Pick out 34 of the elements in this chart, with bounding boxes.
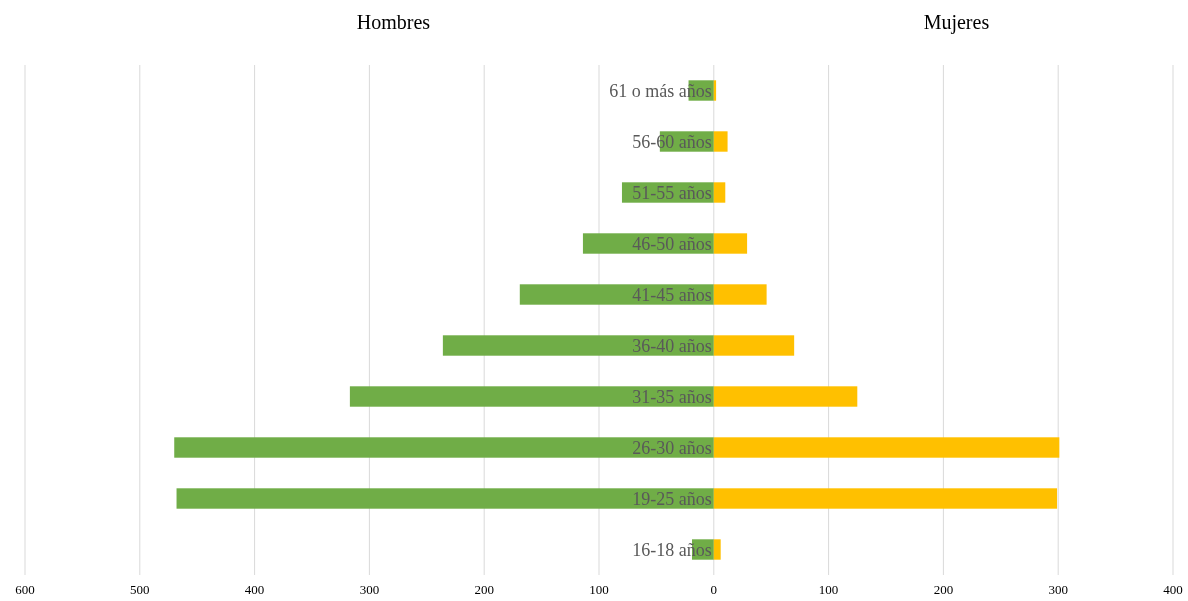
text: Mujeres [923,11,990,34]
y-tick-label: 26-30 años [632,437,712,458]
bar [713,335,795,356]
x-tick-label: 600 [15,582,35,597]
y-tick-label: 19-25 años [632,488,712,509]
bar [713,284,767,305]
x-tick-label: 400 [1163,582,1183,597]
bar [713,182,726,203]
x-tick-label: 100 [818,582,839,597]
bar [713,437,1060,458]
bar [713,233,748,254]
y-tick-label: 51-55 años [632,182,712,203]
text: Hombres [356,11,431,33]
y-tick-label: 46-50 años [632,233,712,254]
bar [174,437,714,458]
x-tick-label: 200 [933,582,954,597]
bar [176,488,714,509]
x-tick-label: 400 [244,582,265,597]
x-tick-label: 100 [589,582,609,597]
bar [519,284,714,305]
x-tick-label: 200 [474,582,494,597]
bar [713,386,858,407]
bar [713,539,721,560]
bar [713,131,728,152]
x-tick-label: 0 [710,582,718,597]
x-tick-label: 300 [359,582,380,597]
x-tick-label: 500 [130,582,150,597]
bar [349,386,714,407]
x-tick-label: 300 [1048,582,1068,597]
bar [442,335,714,356]
y-tick-label: 31-35 años [632,386,712,407]
y-tick-label: 36-40 años [632,335,712,356]
y-tick-label: 41-45 años [632,284,712,305]
bar [713,488,1058,509]
